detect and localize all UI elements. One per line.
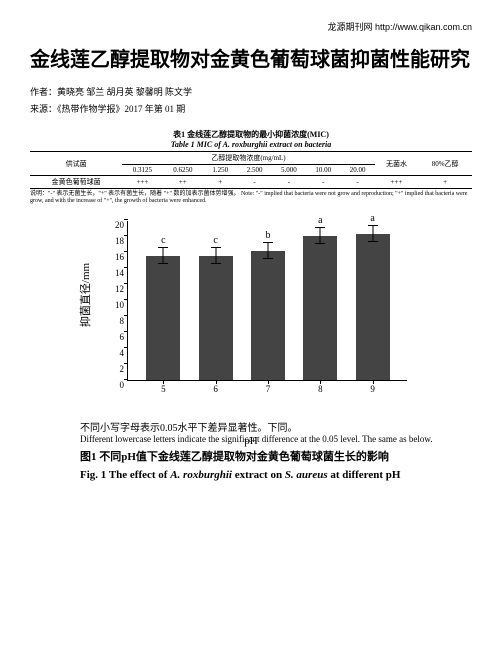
cell-2: + [203,176,237,189]
table-caption-cn: 表1 金线莲乙醇提取物的最小抑菌浓度(MIC) [30,129,472,140]
conc-4: 5.000 [272,165,306,176]
bar: a [303,236,337,380]
cell-0: +++ [122,176,162,189]
mic-table: 供试菌 乙醇提取物浓度(mg/mL) 无菌水 80%乙醇 0.3125 0.62… [30,151,472,189]
authors-line: 作者：黄晓亮 邹兰 胡月英 黎馨明 陈文学 [30,85,472,98]
bar-chart: 抑菌直径/mm 02468101214161820c5c6b7a8a9 pH [81,215,421,415]
y-tick-label: 18 [102,236,124,246]
x-tick-label: 7 [251,384,285,394]
conc-6: 20.00 [340,165,374,176]
header-url: 龙源期刊网 http://www.qikan.com.cn [30,20,472,33]
y-tick-label: 6 [102,332,124,342]
bar: a [356,234,390,380]
x-tick-label: 6 [199,384,233,394]
y-tick-label: 8 [102,316,124,326]
x-axis-label: pH [244,435,257,447]
cell-5: - [306,176,340,189]
table-note: 说明："-" 表示无菌生长，"+" 表示有菌生长，随着 "+" 数的加表示菌体势… [30,191,472,205]
conc-3: 2.500 [237,165,271,176]
figure-caption-cn: 图1 不同pH值下金线莲乙醇提取物对金黄色葡萄球菌生长的影响 [80,450,472,465]
figcap-en-b: A. roxburghii [170,469,232,481]
extra-col-1: 80%乙醇 [418,152,472,176]
cell-3: - [237,176,271,189]
conc-2: 1.250 [203,165,237,176]
y-tick-label: 12 [102,284,124,294]
x-tick-label: 9 [356,384,390,394]
cell-6: - [340,176,374,189]
figcap-en-d: S. aureus [285,469,328,481]
figcap-en-c: extract on [232,469,285,481]
y-tick-label: 10 [102,300,124,310]
conc-0: 0.3125 [122,165,162,176]
group-header: 乙醇提取物浓度(mg/mL) [122,152,375,165]
row-label: 金黄色葡萄球菌 [30,176,122,189]
bar: c [146,256,180,380]
y-tick-label: 20 [102,220,124,230]
mic-table-section: 表1 金线莲乙醇提取物的最小抑菌浓度(MIC) Table 1 MIC of A… [30,129,472,205]
plot-area: 02468101214161820c5c6b7a8a9 [127,221,407,381]
significance-label: b [251,230,285,241]
x-tick-label: 8 [303,384,337,394]
chart-note-en: Different lowercase letters indicate the… [80,434,472,444]
figcap-en-e: at different pH [328,469,401,481]
table-caption-en: Table 1 MIC of A. roxburghii extract on … [30,140,472,149]
significance-label: c [199,235,233,246]
chart-note-cn: 不同小写字母表示0.05水平下差异显著性。下同。 [80,419,472,434]
cell-4: - [272,176,306,189]
figure-caption-en: Fig. 1 The effect of A. roxburghii extra… [80,468,472,482]
paper-title: 金线莲乙醇提取物对金黄色葡萄球菌抑菌性能研究 [30,45,472,75]
source-line: 来源：《热带作物学报》2017 年第 01 期 [30,102,472,115]
bar: c [199,256,233,380]
extra-col-0: 无菌水 [375,152,418,176]
figcap-en-a: Fig. 1 The effect of [80,469,170,481]
y-tick-label: 16 [102,252,124,262]
y-tick-label: 0 [102,380,124,390]
cell-8: + [418,176,472,189]
significance-label: a [303,215,337,226]
y-tick-label: 2 [102,364,124,374]
bar: b [251,251,285,381]
conc-5: 10.00 [306,165,340,176]
x-tick-label: 5 [146,384,180,394]
y-tick-label: 4 [102,348,124,358]
y-tick-label: 14 [102,268,124,278]
cell-1: ++ [163,176,203,189]
y-axis-label: 抑菌直径/mm [77,263,93,327]
significance-label: a [356,213,390,224]
conc-1: 0.6250 [163,165,203,176]
col-left-header: 供试菌 [30,152,122,176]
cell-7: +++ [375,176,418,189]
significance-label: c [146,235,180,246]
